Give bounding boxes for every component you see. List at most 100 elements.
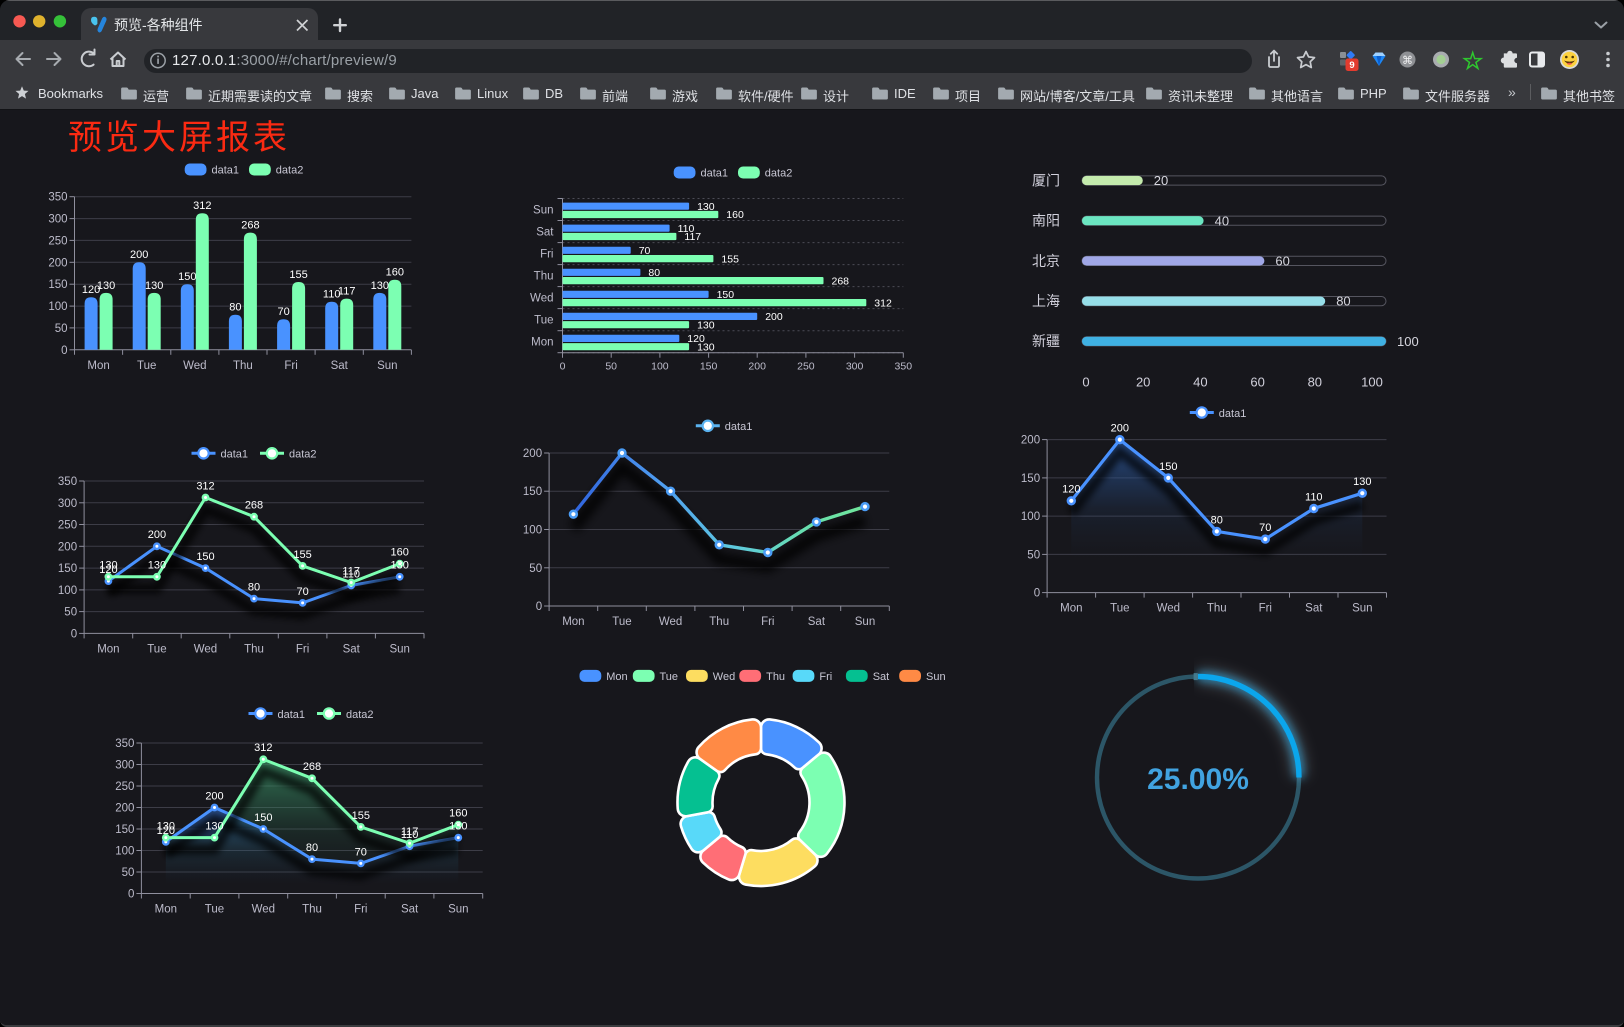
svg-text:Fri: Fri	[284, 360, 297, 372]
svg-text:268: 268	[832, 275, 850, 287]
svg-text:117: 117	[338, 285, 356, 297]
svg-text:Sun: Sun	[448, 904, 468, 916]
svg-text:150: 150	[58, 563, 77, 575]
svg-text:250: 250	[48, 235, 67, 247]
svg-text:data2: data2	[765, 167, 793, 179]
svg-text:120: 120	[1062, 484, 1080, 496]
svg-text:data1: data1	[1219, 408, 1247, 420]
svg-text:200: 200	[205, 790, 223, 802]
svg-text:Wed: Wed	[713, 671, 735, 683]
svg-text:Fri: Fri	[761, 616, 774, 628]
svg-text:110: 110	[1305, 491, 1323, 503]
svg-text:Tue: Tue	[205, 904, 224, 916]
svg-text:117: 117	[342, 565, 360, 577]
svg-text:120: 120	[157, 825, 175, 837]
svg-text:Fri: Fri	[354, 904, 367, 916]
svg-text:0: 0	[1082, 375, 1089, 390]
svg-text:100: 100	[115, 846, 134, 858]
svg-text:70: 70	[639, 245, 651, 257]
svg-text:0: 0	[536, 601, 542, 613]
svg-text:120: 120	[687, 333, 705, 345]
svg-text:268: 268	[245, 500, 263, 512]
svg-text:Mon: Mon	[531, 337, 553, 349]
svg-text:80: 80	[306, 842, 318, 854]
svg-text:130: 130	[97, 280, 115, 292]
svg-text:data2: data2	[289, 449, 317, 461]
svg-text:Sat: Sat	[331, 360, 349, 372]
svg-text:312: 312	[254, 742, 272, 754]
svg-text:300: 300	[846, 360, 864, 372]
svg-text:200: 200	[1111, 422, 1129, 434]
svg-text:Wed: Wed	[252, 904, 275, 916]
svg-text:70: 70	[277, 306, 289, 318]
svg-text:70: 70	[296, 586, 308, 598]
svg-text:250: 250	[797, 360, 815, 372]
svg-text:data1: data1	[278, 709, 306, 721]
svg-text:130: 130	[99, 560, 117, 572]
svg-text:data1: data1	[701, 167, 729, 179]
svg-text:厦门: 厦门	[1032, 172, 1060, 188]
svg-text:50: 50	[64, 607, 77, 619]
svg-text:160: 160	[391, 547, 409, 559]
svg-text:Fri: Fri	[819, 671, 832, 683]
svg-text:350: 350	[48, 192, 67, 204]
svg-text:155: 155	[721, 253, 739, 265]
svg-text:data1: data1	[221, 449, 249, 461]
svg-text:Sun: Sun	[533, 205, 553, 217]
svg-text:Tue: Tue	[660, 671, 679, 683]
svg-text:155: 155	[289, 269, 307, 281]
svg-text:data1: data1	[212, 164, 240, 176]
svg-text:130: 130	[449, 820, 467, 832]
svg-text:160: 160	[449, 808, 467, 820]
svg-text:100: 100	[651, 360, 669, 372]
svg-text:Sun: Sun	[855, 616, 875, 628]
svg-text:20: 20	[1136, 375, 1150, 390]
svg-text:150: 150	[700, 360, 718, 372]
svg-text:150: 150	[196, 551, 214, 563]
svg-text:Thu: Thu	[233, 360, 253, 372]
svg-text:Fri: Fri	[1259, 603, 1272, 615]
svg-text:150: 150	[1159, 461, 1177, 473]
svg-text:20: 20	[1154, 173, 1168, 188]
svg-text:南阳: 南阳	[1032, 213, 1060, 229]
svg-text:40: 40	[1193, 375, 1207, 390]
svg-text:50: 50	[122, 867, 135, 879]
svg-text:Wed: Wed	[183, 360, 206, 372]
svg-text:Tue: Tue	[612, 616, 631, 628]
svg-text:130: 130	[697, 201, 715, 213]
svg-text:200: 200	[48, 257, 67, 269]
svg-text:data1: data1	[725, 421, 753, 433]
svg-text:80: 80	[1308, 375, 1322, 390]
svg-text:80: 80	[248, 581, 260, 593]
svg-text:Sun: Sun	[377, 360, 397, 372]
svg-text:150: 150	[523, 486, 542, 498]
svg-text:312: 312	[196, 480, 214, 492]
svg-text:北京: 北京	[1032, 253, 1060, 269]
svg-text:200: 200	[58, 541, 77, 553]
svg-text:80: 80	[648, 267, 660, 279]
svg-text:100: 100	[58, 585, 77, 597]
svg-text:350: 350	[58, 476, 77, 488]
svg-text:150: 150	[115, 824, 134, 836]
svg-text:50: 50	[529, 563, 542, 575]
svg-text:300: 300	[115, 760, 134, 772]
svg-text:Fri: Fri	[540, 249, 553, 261]
svg-text:Tue: Tue	[1110, 603, 1129, 615]
svg-text:130: 130	[157, 820, 175, 832]
svg-text:130: 130	[145, 280, 163, 292]
svg-text:120: 120	[82, 284, 100, 296]
svg-text:160: 160	[726, 209, 744, 221]
svg-text:120: 120	[99, 564, 117, 576]
svg-text:268: 268	[241, 219, 259, 231]
svg-text:155: 155	[352, 810, 370, 822]
svg-text:Wed: Wed	[1157, 603, 1180, 615]
svg-text:100: 100	[1361, 375, 1383, 390]
svg-text:200: 200	[130, 249, 148, 261]
svg-text:Tue: Tue	[147, 643, 166, 655]
svg-text:Fri: Fri	[296, 643, 309, 655]
svg-text:150: 150	[717, 289, 735, 301]
svg-text:Mon: Mon	[1060, 603, 1082, 615]
svg-text:130: 130	[697, 341, 715, 353]
svg-text:0: 0	[1034, 588, 1040, 600]
svg-text:Mon: Mon	[155, 904, 177, 916]
